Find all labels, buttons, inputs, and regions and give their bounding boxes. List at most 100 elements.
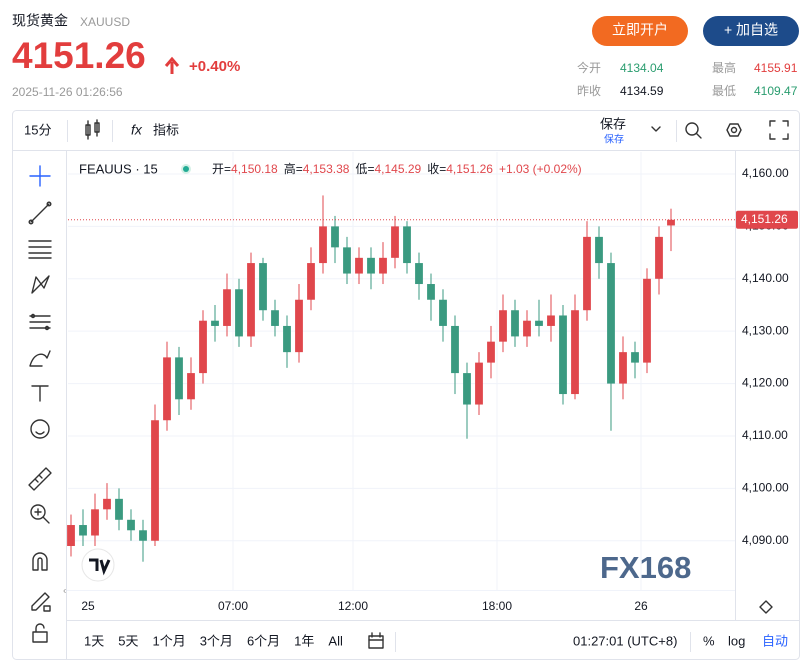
alert-icon[interactable]: [685, 122, 702, 139]
candle-body: [295, 299, 303, 353]
change: +0.40%: [189, 58, 240, 75]
save-chevron[interactable]: [651, 126, 661, 132]
add-watchlist-label[interactable]: + 加自选: [724, 22, 778, 38]
candle-body: [427, 284, 435, 300]
candle-body: [631, 352, 639, 363]
candle-body: [151, 420, 159, 541]
legend-value: 4,151.26: [446, 162, 493, 176]
candle-body: [331, 226, 339, 248]
range-button[interactable]: 6个月: [247, 633, 280, 648]
candle-body: [463, 373, 471, 405]
candle-body: [415, 263, 423, 285]
candle-body: [379, 257, 387, 274]
legend-value: 4,145.29: [374, 162, 421, 176]
candle-body: [259, 263, 267, 311]
candle-body: [487, 341, 495, 363]
candle-body: [103, 498, 111, 510]
interval[interactable]: 15分: [24, 122, 51, 137]
drawing-tools[interactable]: [28, 165, 52, 643]
collapse-handle[interactable]: ‹: [63, 586, 66, 597]
candle-body: [607, 263, 615, 384]
auto-toggle[interactable]: 自动: [762, 633, 788, 648]
up-arrow: [164, 56, 180, 74]
stat-label: 最低: [712, 84, 736, 98]
candle-icon[interactable]: [85, 119, 100, 140]
stat-value: 4134.59: [620, 84, 664, 98]
y-tick-label: 4,160.00: [742, 166, 789, 180]
open-account-label[interactable]: 立即开户: [612, 22, 668, 38]
candle-body: [223, 289, 231, 326]
range-button[interactable]: All: [328, 633, 343, 648]
candle-body: [79, 525, 87, 536]
candle-body: [163, 357, 171, 421]
y-tick-label: 4,120.00: [742, 376, 789, 390]
candle-body: [343, 247, 351, 274]
candle-body: [499, 310, 507, 342]
candle-body: [367, 257, 375, 274]
instrument-name: 现货黄金: [12, 13, 68, 29]
candle-body: [199, 320, 207, 374]
stat-value: 4134.04: [620, 61, 664, 75]
fx-icon[interactable]: fx: [131, 122, 143, 138]
range-bar: 1天 5天 1个月 3个月 6个月 1年 All: [84, 633, 343, 648]
candle-body: [403, 226, 411, 264]
settings-icon[interactable]: [726, 123, 742, 137]
candle-body: [139, 530, 147, 541]
candle-body: [451, 325, 459, 374]
y-tick-label: 4,100.00: [742, 481, 789, 495]
range-button[interactable]: 3个月: [200, 633, 233, 648]
watermark: FX168: [600, 550, 691, 585]
candle-body: [547, 315, 555, 326]
legend-label: 收=: [427, 162, 446, 176]
last-price-box: [736, 210, 798, 229]
y-tick-label: 4,110.00: [742, 428, 788, 442]
open-account-button[interactable]: [592, 16, 688, 46]
legend-change: +1.03 (+0.02%): [499, 162, 582, 176]
last-price-label: 4,151.26: [741, 212, 788, 226]
x-tick-label: 12:00: [338, 599, 368, 613]
range-button[interactable]: 5天: [118, 633, 138, 648]
candle-body: [535, 320, 543, 326]
date-range-icon[interactable]: [368, 632, 384, 649]
candle-body: [307, 263, 315, 300]
x-tick-label: 26: [634, 599, 648, 613]
candle-body: [583, 236, 591, 311]
x-tick-label: 25: [81, 599, 95, 613]
candle-body: [571, 310, 579, 395]
legend-label: 低=: [355, 162, 374, 176]
candle-body: [523, 320, 531, 337]
candles: [67, 195, 675, 562]
stat-label: 最高: [712, 60, 736, 75]
candle-body: [559, 315, 567, 395]
percent-toggle[interactable]: %: [703, 633, 715, 648]
candle-body: [271, 310, 279, 326]
range-button[interactable]: 1个月: [152, 633, 185, 648]
candle-body: [175, 357, 183, 400]
candle-body: [355, 257, 363, 274]
legend-symbol: FEAUUS · 15: [79, 161, 158, 176]
fullscreen-icon[interactable]: [769, 120, 789, 140]
price: 4151.26: [12, 35, 146, 76]
range-button[interactable]: 1年: [294, 633, 314, 648]
candle-body: [619, 352, 627, 384]
settings-icon-dot: [730, 126, 738, 134]
candle-body: [319, 226, 327, 264]
add-watchlist-button[interactable]: [703, 16, 799, 46]
candle-body: [391, 226, 399, 258]
candle-body: [235, 289, 243, 337]
instrument-code: XAUUSD: [80, 15, 130, 29]
stat-value: 4155.91: [754, 61, 798, 75]
candle-body: [211, 320, 219, 326]
range-button[interactable]: 1天: [84, 633, 104, 648]
candle-body: [667, 219, 675, 226]
y-tick-label: 4,140.00: [742, 271, 789, 285]
log-toggle[interactable]: log: [728, 633, 745, 648]
stat-label: 今开: [577, 60, 601, 75]
axis-settings[interactable]: [759, 600, 773, 614]
save[interactable]: 保存: [600, 116, 626, 131]
timestamp: 2025-11-26 01:26:56: [12, 85, 123, 99]
legend-value: 4,150.18: [231, 162, 278, 176]
indicators[interactable]: 指标: [153, 122, 179, 137]
y-tick-label: 4,130.00: [742, 323, 789, 337]
